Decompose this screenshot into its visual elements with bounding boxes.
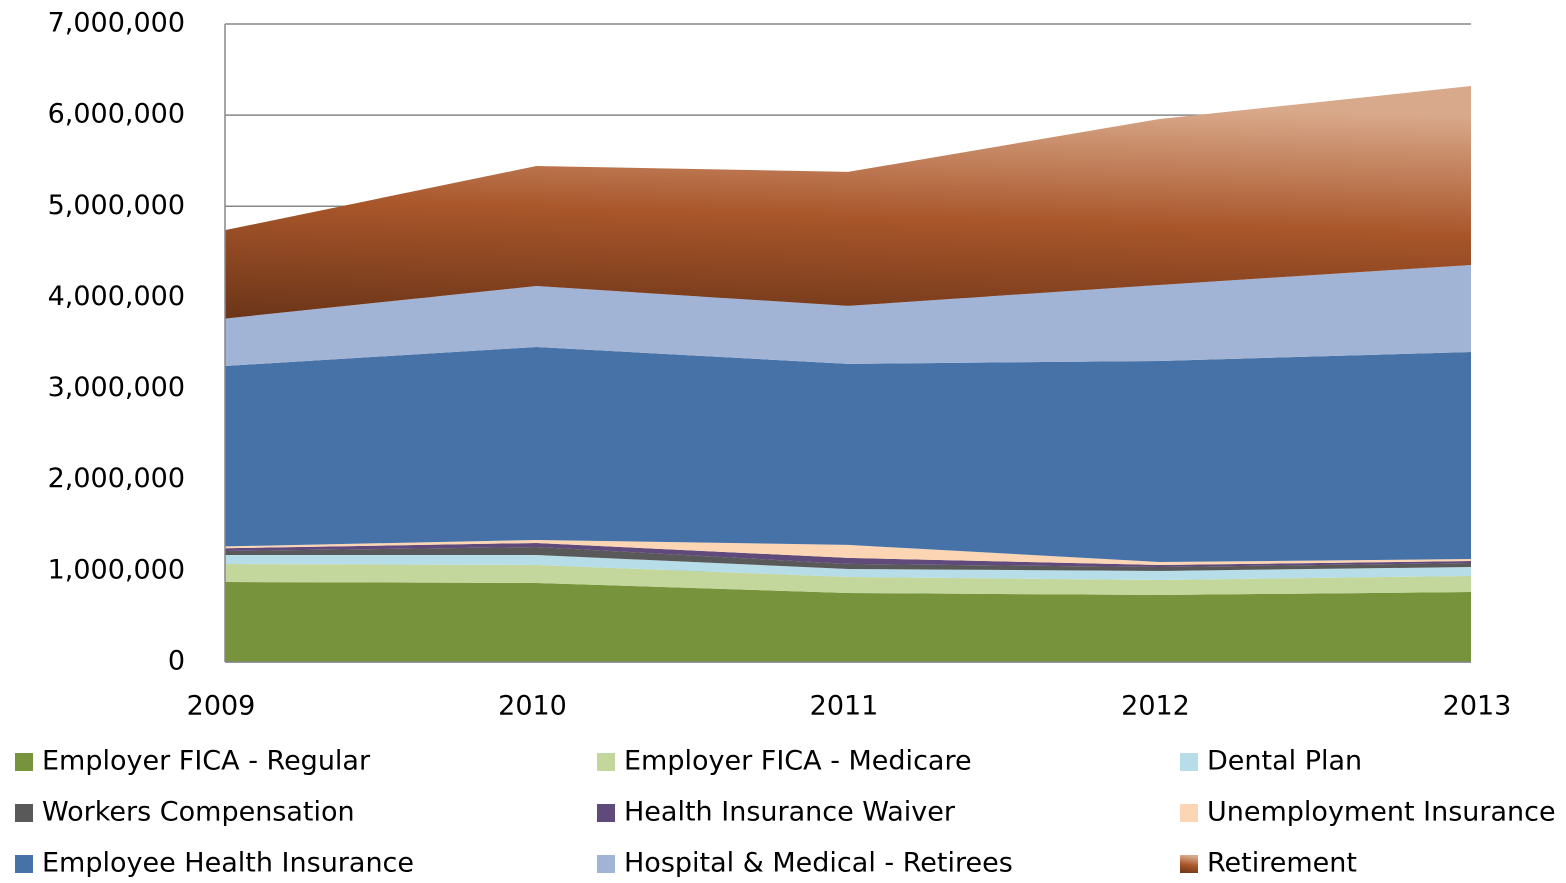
legend-label: Workers Compensation xyxy=(42,797,355,828)
x-tick-label: 2009 xyxy=(187,691,256,722)
area xyxy=(225,85,1471,319)
area xyxy=(225,554,1471,580)
y-tick-label: 0 xyxy=(168,646,185,677)
legend-swatch xyxy=(597,804,615,822)
y-tick-label: 4,000,000 xyxy=(48,281,185,312)
x-tick-label: 2013 xyxy=(1443,691,1512,722)
y-tick-label: 7,000,000 xyxy=(48,8,185,39)
legend-swatch xyxy=(1180,753,1198,771)
legend-label: Unemployment Insurance xyxy=(1207,797,1556,828)
legend-label: Employee Health Insurance xyxy=(42,848,414,879)
legend-label: Hospital & Medical - Retirees xyxy=(624,848,1013,879)
y-tick-label: 6,000,000 xyxy=(48,99,185,130)
legend-swatch xyxy=(1180,855,1198,873)
legend-swatch xyxy=(15,804,33,822)
legend-swatch xyxy=(597,855,615,873)
y-tick-label: 5,000,000 xyxy=(48,190,185,221)
y-tick-label: 3,000,000 xyxy=(48,372,185,403)
area xyxy=(225,581,1471,662)
y-tick-label: 2,000,000 xyxy=(48,463,185,494)
x-tick-label: 2010 xyxy=(498,691,567,722)
area xyxy=(225,347,1471,563)
legend-label: Employer FICA - Regular xyxy=(42,746,371,777)
legend-swatch xyxy=(597,753,615,771)
x-tick-label: 2012 xyxy=(1121,691,1190,722)
y-tick-label: 1,000,000 xyxy=(48,554,185,585)
legend-label: Employer FICA - Medicare xyxy=(624,746,972,777)
legend-label: Retirement xyxy=(1207,848,1357,879)
area xyxy=(225,546,1471,571)
area xyxy=(225,564,1471,596)
x-tick-label: 2011 xyxy=(810,691,879,722)
legend-swatch xyxy=(15,855,33,873)
legend-label: Health Insurance Waiver xyxy=(624,797,956,828)
legend-swatch xyxy=(1180,804,1198,822)
legend-swatch xyxy=(15,753,33,771)
area xyxy=(225,539,1471,566)
area xyxy=(225,264,1471,366)
legend-label: Dental Plan xyxy=(1207,746,1362,777)
area xyxy=(225,542,1471,568)
